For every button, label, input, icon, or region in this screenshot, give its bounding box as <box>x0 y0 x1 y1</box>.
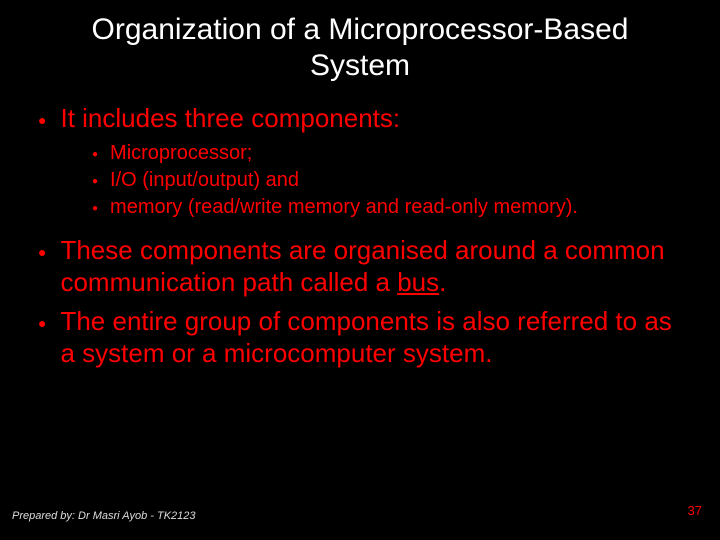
underlined-word: bus <box>397 267 439 297</box>
bullet-text: It includes three components: <box>60 102 400 135</box>
bullet-text: memory (read/write memory and read-only … <box>110 195 578 220</box>
bullet-icon: ● <box>38 315 46 331</box>
slide-container: Organization of a Microprocessor-Based S… <box>0 0 720 540</box>
bullet-text: These components are organised around a … <box>60 234 690 299</box>
bullet-icon: ● <box>38 112 46 128</box>
slide-title: Organization of a Microprocessor-Based S… <box>30 12 690 84</box>
bullet-icon: ● <box>92 176 98 187</box>
bullet-text: I/O (input/output) and <box>110 168 299 193</box>
bullet-level1: ● These components are organised around … <box>38 234 690 299</box>
bullet-level2: ● memory (read/write memory and read-onl… <box>92 195 690 220</box>
bullet-level1: ● It includes three components: <box>38 102 690 135</box>
bullet-icon: ● <box>38 244 46 260</box>
bullet-icon: ● <box>92 203 98 214</box>
bullet-level2: ● Microprocessor; <box>92 141 690 166</box>
bullet-level1: ● The entire group of components is also… <box>38 305 690 370</box>
page-number: 37 <box>688 503 702 518</box>
footer-author: Prepared by: Dr Masri Ayob - TK2123 <box>12 510 196 522</box>
sub-bullet-group: ● Microprocessor; ● I/O (input/output) a… <box>38 141 690 220</box>
bullet-level2: ● I/O (input/output) and <box>92 168 690 193</box>
text-run: . <box>439 267 446 297</box>
bullet-icon: ● <box>92 149 98 160</box>
text-run: These components are organised around a … <box>60 235 664 298</box>
slide-content: ● It includes three components: ● Microp… <box>30 102 690 370</box>
bullet-text: The entire group of components is also r… <box>60 305 690 370</box>
bullet-text: Microprocessor; <box>110 141 252 166</box>
